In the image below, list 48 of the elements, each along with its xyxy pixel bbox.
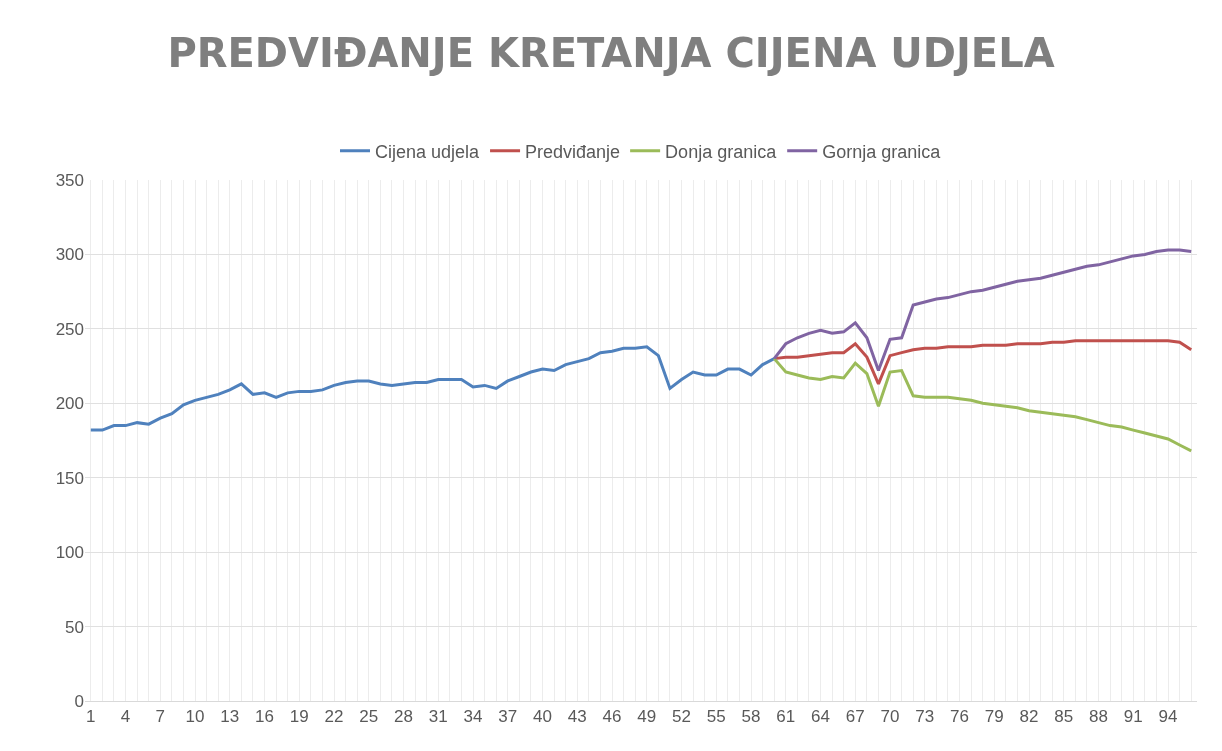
x-tick-label: 55 [706,707,726,727]
x-tick-label: 82 [1019,707,1039,727]
x-tick-label: 25 [359,707,379,727]
x-tick-label: 31 [428,707,448,727]
x-tick-label: 19 [289,707,309,727]
y-tick-label: 50 [65,617,84,637]
line-series [772,248,1193,373]
y-tick-label: 300 [55,245,84,265]
x-tick-label: 58 [741,707,761,727]
x-tick-label: 49 [637,707,657,727]
x-tick-label: 46 [602,707,622,727]
x-tick-label: 13 [220,707,240,727]
y-tick-label: 250 [55,319,84,339]
chart-title: PREDVIĐANJE KRETANJA CIJENA UDJELA [167,29,1055,76]
y-tick-label: 150 [55,468,84,488]
x-tick-label: 43 [567,707,587,727]
legend-label: Donja granica [665,141,778,162]
x-tick-label: 64 [811,707,830,727]
x-tick-label: 28 [394,707,413,727]
x-tick-label: 37 [498,707,518,727]
legend-label: Predviđanje [525,141,621,162]
x-tick-label: 7 [155,707,166,727]
x-tick-label: 34 [463,707,483,727]
x-tick-label: 61 [776,707,796,727]
x-tick-label: 70 [880,707,900,727]
x-tick-label: 52 [672,707,691,727]
x-tick-label: 79 [984,707,1004,727]
x-tick-label: 40 [533,707,552,727]
x-tick-label: 85 [1054,707,1074,727]
x-tick-label: 22 [324,707,344,727]
y-tick-label: 350 [55,170,84,190]
legend-label: Gornja granica [822,141,942,162]
y-tick-label: 0 [74,691,84,711]
x-tick-label: 1 [86,707,96,727]
x-tick-label: 10 [185,707,205,727]
x-tick-label: 4 [120,707,131,727]
x-tick-label: 94 [1158,707,1178,727]
line-series [772,357,1193,453]
x-tick-label: 88 [1089,707,1108,727]
x-tick-label: 67 [845,707,865,727]
y-tick-label: 200 [55,394,84,414]
x-tick-label: 76 [950,707,969,727]
x-tick-label: 16 [255,707,274,727]
line-series [89,345,776,432]
y-tick-label: 100 [55,543,84,563]
x-tick-label: 91 [1123,707,1143,727]
legend-label: Cijena udjela [375,141,481,162]
x-tick-label: 73 [915,707,935,727]
